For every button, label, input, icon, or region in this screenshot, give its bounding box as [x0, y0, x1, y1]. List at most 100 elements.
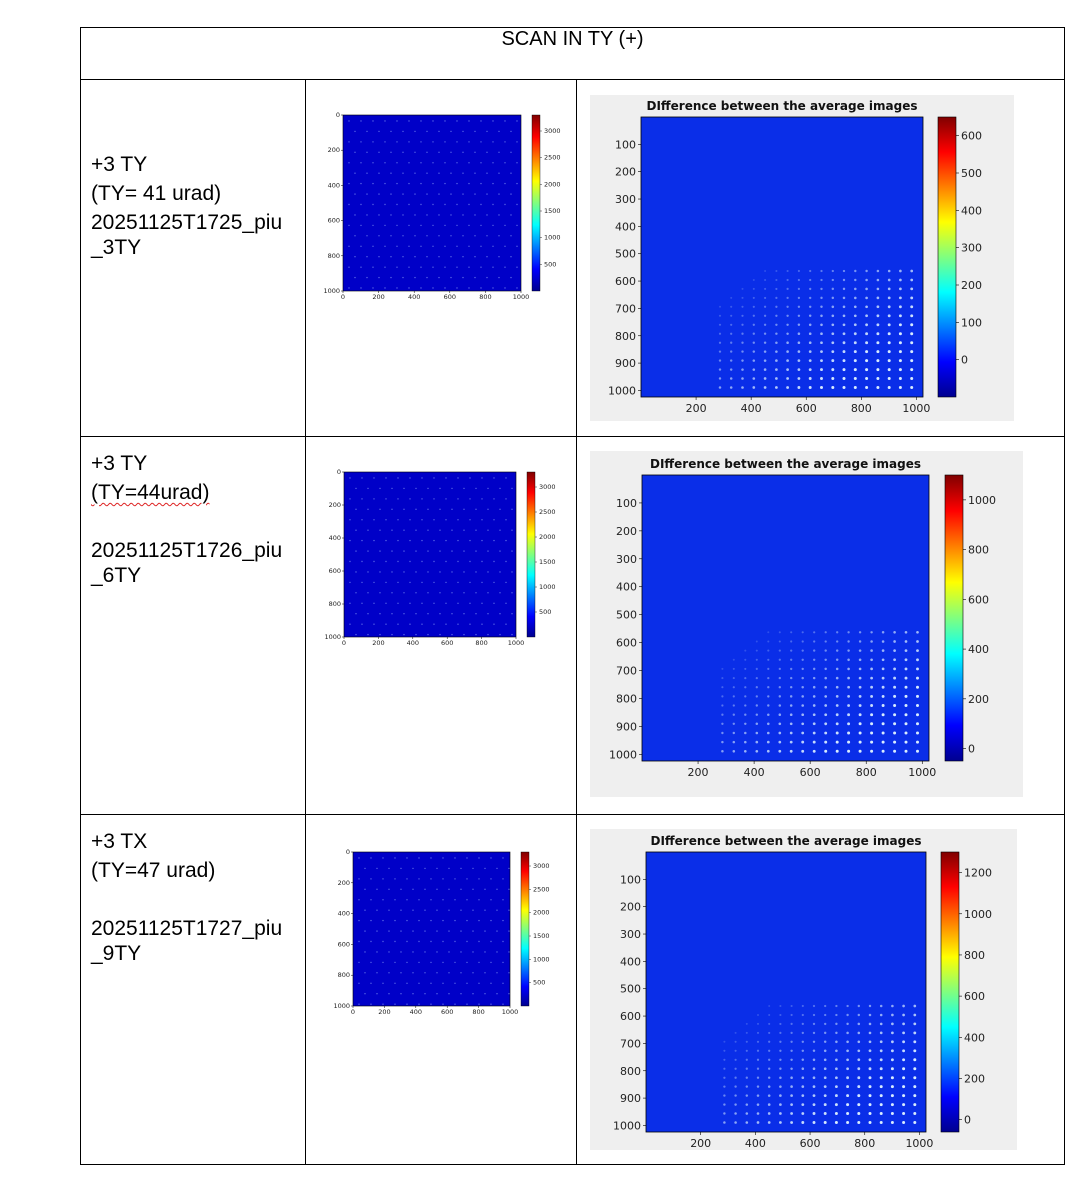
x-tick-label: 600: [441, 639, 453, 647]
colorbar: [944, 474, 964, 762]
y-tick-label: 200: [338, 879, 350, 887]
colorbar-tick-label: 400: [964, 1031, 985, 1044]
x-tick-label: 400: [408, 293, 420, 301]
y-tick-label: 600: [616, 637, 637, 650]
x-tick-label: 600: [441, 1008, 453, 1016]
x-tick-label: 0: [351, 1008, 355, 1016]
x-tick-label: 1000: [502, 1008, 519, 1016]
colorbar-tick-label: 0: [968, 743, 975, 756]
image-area: [645, 851, 927, 1133]
colorbar-tick-label: 1000: [539, 583, 556, 591]
colorbar-tick-label: 1000: [544, 234, 561, 242]
colorbar-tick-label: 800: [968, 544, 989, 557]
colorbar-tick-label: 100: [961, 316, 982, 329]
y-tick-label: 200: [329, 501, 341, 509]
x-tick-label: 600: [800, 766, 821, 779]
image-area: [343, 471, 517, 638]
y-tick-label: 200: [616, 525, 637, 538]
y-tick-label: 600: [338, 940, 350, 948]
colorbar-tick-label: 500: [961, 167, 982, 180]
colorbar-tick-label: 600: [964, 990, 985, 1003]
colorbar-tick-label: 3000: [539, 483, 556, 491]
x-tick-label: 400: [745, 1137, 766, 1150]
difference-image-cell: DIfference between the average images 200…: [575, 79, 1066, 437]
y-tick-label: 800: [338, 971, 350, 979]
x-tick-label: 400: [741, 402, 762, 415]
run-id-label: 20251125T1727_piu: [91, 917, 283, 940]
x-tick-label: 1000: [908, 766, 936, 779]
colorbar-tick-label: 600: [968, 593, 989, 606]
y-tick-label: 0: [346, 848, 350, 856]
image-area: [641, 474, 930, 762]
x-tick-label: 200: [372, 639, 384, 647]
y-tick-label: 1000: [613, 1119, 641, 1132]
y-tick-label: 800: [616, 692, 637, 705]
difference-image-cell: DIfference between the average images 200…: [575, 814, 1066, 1165]
x-tick-label: 200: [690, 1137, 711, 1150]
y-tick-label: 300: [615, 193, 636, 206]
colorbar: [531, 114, 541, 292]
raw-image-cell: 0 200 400 600 800 1000 0 200 400 600 800 1000 3000 25…: [305, 814, 577, 1165]
plot-title: DIfference between the average images: [650, 834, 921, 848]
run-suffix-label: _3TY: [91, 236, 142, 259]
y-tick-label: 400: [329, 534, 341, 542]
run-id-label: 20251125T1725_piu: [91, 211, 283, 234]
y-tick-label: 0: [336, 111, 340, 119]
y-tick-label: 900: [615, 357, 636, 370]
raw-image-cell: 0 200 400 600 800 1000 0 200 400 600 800 1000 3000 25…: [305, 436, 577, 815]
x-tick-label: 1000: [902, 402, 930, 415]
x-tick-label: 400: [410, 1008, 422, 1016]
raw-image-cell: 0 200 400 600 800 1000 0 200 400 600 800 1000 3000 25…: [305, 79, 577, 437]
x-tick-label: 800: [475, 639, 487, 647]
colorbar: [940, 851, 960, 1133]
colorbar-tick-label: 1200: [964, 867, 992, 880]
image-area: [352, 851, 511, 1007]
row-label-cell: +3 TX (TY=47 urad) 20251125T1727_piu _9T…: [80, 814, 306, 1165]
y-tick-label: 200: [328, 146, 340, 154]
colorbar-tick-label: 400: [968, 643, 989, 656]
run-suffix-label: _6TY: [91, 564, 142, 587]
image-area: [342, 114, 522, 292]
x-tick-label: 1000: [508, 639, 525, 647]
plot-title: DIfference between the average images: [650, 457, 921, 471]
difference-spots: [721, 630, 919, 753]
y-tick-label: 1000: [324, 633, 341, 641]
x-tick-label: 200: [688, 766, 709, 779]
colorbar: [937, 116, 957, 398]
y-tick-label: 200: [615, 166, 636, 179]
colorbar-tick-label: 3000: [544, 127, 561, 135]
colorbar: [520, 851, 530, 1007]
dot-pattern: [349, 477, 513, 636]
difference-image-cell: DIfference between the average images 200…: [575, 436, 1066, 815]
scan-step-label: +3 TY: [91, 153, 148, 176]
run-suffix-label: _9TY: [91, 942, 142, 965]
difference-image-plot: DIfference between the average images 200…: [590, 829, 1017, 1150]
y-tick-label: 800: [615, 330, 636, 343]
y-tick-label: 100: [616, 497, 637, 510]
colorbar-tick-label: 400: [961, 204, 982, 217]
raw-image-plot: 0 200 400 600 800 100002004006008001000300025…: [323, 111, 561, 301]
x-tick-label: 800: [854, 1137, 875, 1150]
run-id-label: 20251125T1726_piu: [91, 539, 283, 562]
image-area: [640, 116, 924, 398]
difference-image-plot: DIfference between the average images 200…: [590, 95, 1014, 421]
results-table: SCAN IN TY (+) +3 TY (TY= 41 urad) 20251…: [79, 27, 1066, 1165]
x-tick-label: 800: [479, 293, 491, 301]
y-tick-label: 800: [328, 252, 340, 260]
x-tick-label: 800: [851, 402, 872, 415]
y-tick-label: 100: [620, 873, 641, 886]
y-tick-label: 1000: [333, 1002, 350, 1010]
x-tick-label: 400: [407, 639, 419, 647]
colorbar-tick-label: 1500: [539, 558, 556, 566]
colorbar-tick-label: 300: [961, 242, 982, 255]
colorbar-tick-label: 1000: [968, 494, 996, 507]
y-tick-label: 700: [616, 665, 637, 678]
colorbar-tick-label: 500: [539, 608, 551, 616]
y-tick-label: 1000: [323, 287, 340, 295]
y-tick-label: 600: [620, 1010, 641, 1023]
y-tick-label: 400: [328, 181, 340, 189]
y-tick-label: 400: [338, 910, 350, 918]
colorbar-tick-label: 0: [961, 354, 968, 367]
colorbar-tick-label: 2500: [539, 508, 556, 516]
x-tick-label: 200: [378, 1008, 390, 1016]
